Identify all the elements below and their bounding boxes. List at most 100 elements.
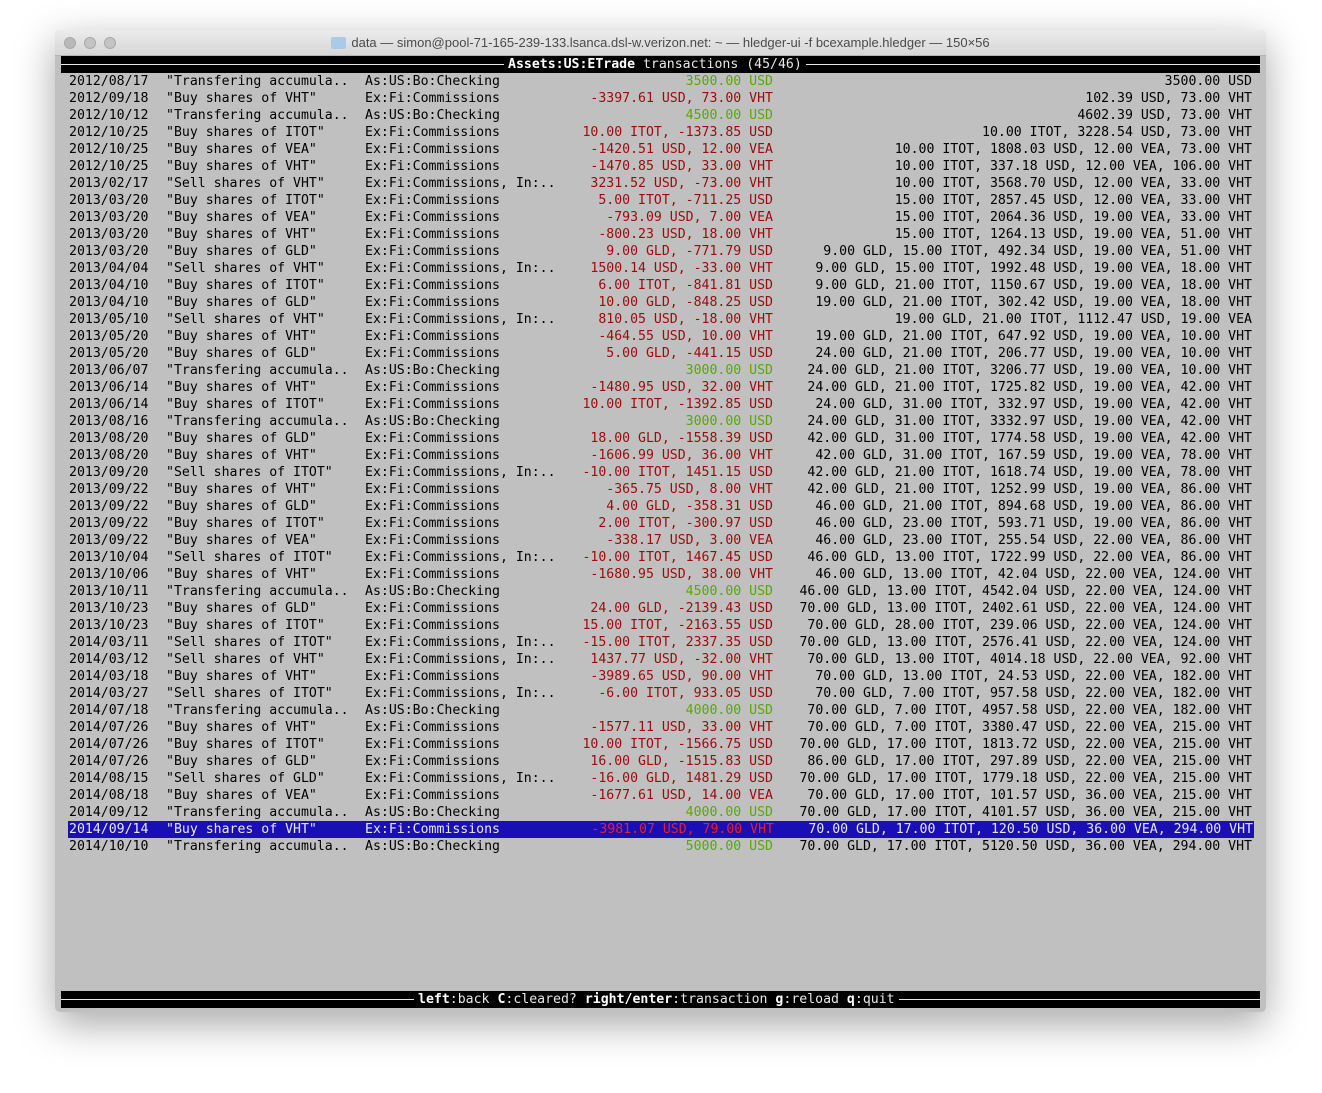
running-balance: 46.00 GLD, 23.00 ITOT, 593.71 USD, 19.00… xyxy=(815,516,1252,531)
transaction-date: 2014/03/11 xyxy=(69,635,149,650)
running-balance: 70.00 GLD, 17.00 ITOT, 101.57 USD, 36.00… xyxy=(807,788,1252,803)
zoom-button[interactable] xyxy=(104,37,116,49)
transaction-account: Ex:Fi:Commissions xyxy=(365,618,500,633)
table-row[interactable]: 2013/06/07 "Transfering accumula.. As:US:B… xyxy=(61,362,1260,379)
transaction-date: 2012/09/18 xyxy=(69,91,149,106)
key-hint: g:reload xyxy=(775,992,839,1007)
transaction-amount: 16.00 GLD, -1515.83 USD xyxy=(590,754,773,769)
table-row[interactable]: 2013/09/20 "Sell shares of ITOT" Ex:Fi:Com… xyxy=(61,464,1260,481)
title-bar: data — simon@pool-71-165-239-133.lsanca.… xyxy=(55,30,1266,56)
table-row[interactable]: 2013/05/20 "Buy shares of VHT" Ex:Fi:Commi… xyxy=(61,328,1260,345)
table-row[interactable]: 2012/10/25 "Buy shares of ITOT" Ex:Fi:Comm… xyxy=(61,124,1260,141)
table-row[interactable]: 2014/07/26 "Buy shares of VHT" Ex:Fi:Commi… xyxy=(61,719,1260,736)
transaction-account: Ex:Fi:Commissions xyxy=(365,822,500,837)
transaction-amount: 10.00 ITOT, -1566.75 USD xyxy=(582,737,773,752)
table-row-selected[interactable]: 2014/09/14 "Buy shares of VHT" Ex:Fi:Commi… xyxy=(68,821,1254,838)
transaction-date: 2013/09/20 xyxy=(69,465,149,480)
running-balance: 70.00 GLD, 7.00 ITOT, 3380.47 USD, 22.00… xyxy=(807,720,1252,735)
transaction-amount: -365.75 USD, 8.00 VHT xyxy=(606,482,773,497)
table-row[interactable]: 2013/08/20 "Buy shares of GLD" Ex:Fi:Commi… xyxy=(61,430,1260,447)
running-balance: 9.00 GLD, 15.00 ITOT, 492.34 USD, 19.00 … xyxy=(823,244,1252,259)
table-row[interactable]: 2013/08/20 "Buy shares of VHT" Ex:Fi:Commi… xyxy=(61,447,1260,464)
running-balance: 24.00 GLD, 21.00 ITOT, 1725.82 USD, 19.0… xyxy=(807,380,1252,395)
transaction-account: Ex:Fi:Commissions, In:.. xyxy=(365,686,556,701)
table-row[interactable]: 2012/10/25 "Buy shares of VHT" Ex:Fi:Commi… xyxy=(61,158,1260,175)
table-row[interactable]: 2014/07/18 "Transfering accumula.. As:US:B… xyxy=(61,702,1260,719)
table-row[interactable]: 2013/10/23 "Buy shares of GLD" Ex:Fi:Commi… xyxy=(61,600,1260,617)
table-row[interactable]: 2013/08/16 "Transfering accumula.. As:US:B… xyxy=(61,413,1260,430)
table-row[interactable]: 2012/10/12 "Transfering accumula.. As:US:B… xyxy=(61,107,1260,124)
table-row[interactable]: 2014/08/18 "Buy shares of VEA" Ex:Fi:Commi… xyxy=(61,787,1260,804)
transaction-description: "Buy shares of GLD" xyxy=(166,244,317,259)
transaction-account: As:US:Bo:Checking xyxy=(365,363,500,378)
running-balance: 42.00 GLD, 21.00 ITOT, 1252.99 USD, 19.0… xyxy=(807,482,1252,497)
table-row[interactable]: 2014/08/15 "Sell shares of GLD" Ex:Fi:Comm… xyxy=(61,770,1260,787)
running-balance: 70.00 GLD, 28.00 ITOT, 239.06 USD, 22.00… xyxy=(807,618,1252,633)
table-row[interactable]: 2014/03/12 "Sell shares of VHT" Ex:Fi:Comm… xyxy=(61,651,1260,668)
transaction-date: 2013/03/20 xyxy=(69,210,149,225)
table-row[interactable]: 2013/10/23 "Buy shares of ITOT" Ex:Fi:Comm… xyxy=(61,617,1260,634)
transaction-amount: 4500.00 USD xyxy=(685,584,773,599)
table-row[interactable]: 2014/07/26 "Buy shares of GLD" Ex:Fi:Commi… xyxy=(61,753,1260,770)
table-row[interactable]: 2013/10/04 "Sell shares of ITOT" Ex:Fi:Com… xyxy=(61,549,1260,566)
table-row[interactable]: 2013/05/20 "Buy shares of GLD" Ex:Fi:Commi… xyxy=(61,345,1260,362)
table-row[interactable]: 2013/09/22 "Buy shares of ITOT" Ex:Fi:Comm… xyxy=(61,515,1260,532)
transaction-amount: -16.00 GLD, 1481.29 USD xyxy=(590,771,773,786)
running-balance: 15.00 ITOT, 2064.36 USD, 19.00 VEA, 33.0… xyxy=(894,210,1252,225)
running-balance: 10.00 ITOT, 3568.70 USD, 12.00 VEA, 33.0… xyxy=(894,176,1252,191)
transaction-description: "Buy shares of VHT" xyxy=(166,822,317,837)
transaction-amount: -1420.51 USD, 12.00 VEA xyxy=(590,142,773,157)
transaction-account: Ex:Fi:Commissions xyxy=(365,499,500,514)
table-row[interactable]: 2014/07/26 "Buy shares of ITOT" Ex:Fi:Comm… xyxy=(61,736,1260,753)
terminal-screen[interactable]: Assets:US:ETrade transactions (45/46) 20… xyxy=(61,56,1260,1008)
table-row[interactable]: 2013/05/10 "Sell shares of VHT" Ex:Fi:Comm… xyxy=(61,311,1260,328)
table-row[interactable]: 2013/02/17 "Sell shares of VHT" Ex:Fi:Comm… xyxy=(61,175,1260,192)
table-row[interactable]: 2013/04/04 "Sell shares of VHT" Ex:Fi:Comm… xyxy=(61,260,1260,277)
key-hint-action: back xyxy=(457,992,490,1007)
table-row[interactable]: 2013/10/06 "Buy shares of VHT" Ex:Fi:Commi… xyxy=(61,566,1260,583)
key-hint-key: left xyxy=(418,992,450,1007)
key-hint-separator: : xyxy=(783,992,792,1007)
transaction-amount: -1480.95 USD, 32.00 VHT xyxy=(590,380,773,395)
transaction-account: Ex:Fi:Commissions, In:.. xyxy=(365,635,556,650)
transaction-amount: 15.00 ITOT, -2163.55 USD xyxy=(582,618,773,633)
transaction-account: Ex:Fi:Commissions, In:.. xyxy=(365,550,556,565)
transaction-account: As:US:Bo:Checking xyxy=(365,839,500,854)
table-row[interactable]: 2013/09/22 "Buy shares of VHT" Ex:Fi:Commi… xyxy=(61,481,1260,498)
key-hint: left:back xyxy=(418,992,489,1007)
table-row[interactable]: 2013/06/14 "Buy shares of ITOT" Ex:Fi:Comm… xyxy=(61,396,1260,413)
minimize-button[interactable] xyxy=(84,37,96,49)
table-row[interactable]: 2014/10/10 "Transfering accumula.. As:US:B… xyxy=(61,838,1260,855)
transaction-amount: 10.00 GLD, -848.25 USD xyxy=(598,295,773,310)
transaction-amount: 4.00 GLD, -358.31 USD xyxy=(606,499,773,514)
key-hint-key: right/enter xyxy=(584,992,673,1007)
table-row[interactable]: 2013/03/20 "Buy shares of VEA" Ex:Fi:Commi… xyxy=(61,209,1260,226)
table-row[interactable]: 2014/03/27 "Sell shares of ITOT" Ex:Fi:Com… xyxy=(61,685,1260,702)
transaction-account: Ex:Fi:Commissions xyxy=(365,227,500,242)
transaction-account: Ex:Fi:Commissions xyxy=(365,125,500,140)
table-row[interactable]: 2012/10/25 "Buy shares of VEA" Ex:Fi:Commi… xyxy=(61,141,1260,158)
table-row[interactable]: 2013/10/11 "Transfering accumula.. As:US:B… xyxy=(61,583,1260,600)
table-row[interactable]: 2013/04/10 "Buy shares of GLD" Ex:Fi:Commi… xyxy=(61,294,1260,311)
table-row[interactable]: 2013/06/14 "Buy shares of VHT" Ex:Fi:Commi… xyxy=(61,379,1260,396)
transaction-amount: 810.05 USD, -18.00 VHT xyxy=(598,312,773,327)
table-row[interactable]: 2013/03/20 "Buy shares of ITOT" Ex:Fi:Comm… xyxy=(61,192,1260,209)
table-row[interactable]: 2013/03/20 "Buy shares of VHT" Ex:Fi:Commi… xyxy=(61,226,1260,243)
running-balance: 24.00 GLD, 21.00 ITOT, 3206.77 USD, 19.0… xyxy=(807,363,1252,378)
running-balance: 42.00 GLD, 21.00 ITOT, 1618.74 USD, 19.0… xyxy=(807,465,1252,480)
transaction-date: 2014/03/18 xyxy=(69,669,149,684)
transaction-description: "Buy shares of VHT" xyxy=(166,567,317,582)
table-row[interactable]: 2012/08/17 "Transfering accumula.. As:US:B… xyxy=(61,73,1260,90)
transaction-description: "Buy shares of GLD" xyxy=(166,754,317,769)
table-row[interactable]: 2013/09/22 "Buy shares of GLD" Ex:Fi:Commi… xyxy=(61,498,1260,515)
table-row[interactable]: 2012/09/18 "Buy shares of VHT" Ex:Fi:Commi… xyxy=(61,90,1260,107)
table-row[interactable]: 2014/09/12 "Transfering accumula.. As:US:B… xyxy=(61,804,1260,821)
table-row[interactable]: 2014/03/18 "Buy shares of VHT" Ex:Fi:Commi… xyxy=(61,668,1260,685)
table-row[interactable]: 2013/03/20 "Buy shares of GLD" Ex:Fi:Commi… xyxy=(61,243,1260,260)
close-button[interactable] xyxy=(64,37,76,49)
table-row[interactable]: 2014/03/11 "Sell shares of ITOT" Ex:Fi:Com… xyxy=(61,634,1260,651)
key-hint-separator: : xyxy=(449,992,458,1007)
transaction-date: 2013/06/07 xyxy=(69,363,149,378)
table-row[interactable]: 2013/04/10 "Buy shares of ITOT" Ex:Fi:Comm… xyxy=(61,277,1260,294)
table-row[interactable]: 2013/09/22 "Buy shares of VEA" Ex:Fi:Commi… xyxy=(61,532,1260,549)
